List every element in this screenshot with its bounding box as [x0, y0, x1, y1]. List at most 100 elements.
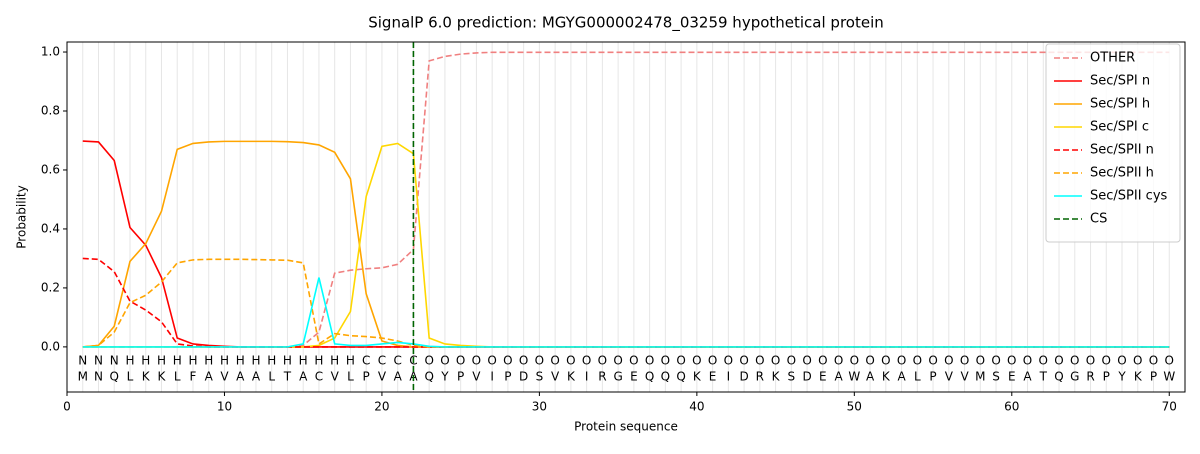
region-label: N	[110, 354, 119, 368]
region-label: O	[598, 354, 607, 368]
residue-label: K	[772, 370, 781, 384]
region-label: O	[1149, 354, 1158, 368]
region-label: O	[472, 354, 481, 368]
region-label: H	[314, 354, 323, 368]
residue-label: P	[363, 370, 370, 384]
x-axis-label: Protein sequence	[574, 420, 678, 434]
y-tick-label: 0.4	[41, 221, 60, 235]
series-line	[82, 140, 1170, 348]
x-tick-label: 0	[63, 400, 71, 414]
region-label: O	[724, 354, 733, 368]
region-label: O	[991, 354, 1000, 368]
series-line	[82, 140, 1170, 348]
x-tick-label: 40	[689, 400, 704, 414]
residue-label: K	[1134, 370, 1143, 384]
region-label: O	[440, 354, 449, 368]
region-label: O	[1086, 354, 1095, 368]
region-label: C	[393, 354, 401, 368]
region-label: O	[1133, 354, 1142, 368]
region-label: H	[330, 354, 339, 368]
residue-label: A	[1023, 370, 1032, 384]
region-label: O	[1165, 354, 1174, 368]
region-label: C	[378, 354, 386, 368]
residue-label: T	[283, 370, 292, 384]
residue-label: I	[585, 370, 589, 384]
residue-label: I	[727, 370, 731, 384]
region-label: O	[692, 354, 701, 368]
region-label: H	[141, 354, 150, 368]
residue-label: Q	[424, 370, 433, 384]
y-tick-label: 0.8	[41, 103, 60, 117]
region-label: O	[456, 354, 465, 368]
region-label: O	[661, 354, 670, 368]
residue-label: A	[205, 370, 214, 384]
region-label: O	[645, 354, 654, 368]
region-label: O	[582, 354, 591, 368]
region-label: N	[78, 354, 87, 368]
region-label: H	[251, 354, 260, 368]
region-label: O	[424, 354, 433, 368]
region-label: O	[881, 354, 890, 368]
residue-label: Y	[440, 370, 449, 384]
region-label: O	[566, 354, 575, 368]
region-label: H	[346, 354, 355, 368]
region-label: O	[771, 354, 780, 368]
residue-label: V	[945, 370, 954, 384]
region-label: O	[865, 354, 874, 368]
x-tick-label: 30	[532, 400, 547, 414]
residue-label: I	[490, 370, 494, 384]
region-label: O	[535, 354, 544, 368]
region-label: O	[629, 354, 638, 368]
residue-label: S	[536, 370, 544, 384]
region-label: O	[1070, 354, 1079, 368]
legend-label: Sec/SPI c	[1090, 120, 1149, 135]
residue-label: R	[756, 370, 764, 384]
region-label: O	[897, 354, 906, 368]
residue-label: M	[975, 370, 985, 384]
residue-label: G	[1070, 370, 1079, 384]
region-label: O	[519, 354, 528, 368]
chart-title: SignalP 6.0 prediction: MGYG000002478_03…	[368, 14, 884, 33]
residue-label: L	[174, 370, 181, 384]
residue-label: Q	[110, 370, 119, 384]
residue-label: N	[94, 370, 103, 384]
residue-label: R	[1086, 370, 1094, 384]
region-label: O	[676, 354, 685, 368]
region-label: H	[157, 354, 166, 368]
residue-label: P	[504, 370, 511, 384]
region-label: O	[976, 354, 985, 368]
residue-label: M	[78, 370, 88, 384]
residue-label: V	[220, 370, 229, 384]
legend-label: Sec/SPII h	[1090, 166, 1154, 181]
residue-label: L	[347, 370, 354, 384]
region-label: H	[125, 354, 134, 368]
x-tick-label: 70	[1162, 400, 1177, 414]
x-tick-label: 50	[847, 400, 862, 414]
legend-label: CS	[1090, 212, 1107, 227]
residue-label: Q	[676, 370, 685, 384]
residue-label: P	[457, 370, 464, 384]
series-line	[82, 258, 1170, 348]
residue-label: K	[567, 370, 576, 384]
residue-label: D	[739, 370, 748, 384]
legend-label: Sec/SPI h	[1090, 97, 1150, 112]
residue-label: C	[315, 370, 323, 384]
region-label: H	[220, 354, 229, 368]
region-label: O	[1054, 354, 1063, 368]
region-label: O	[1102, 354, 1111, 368]
residue-label: E	[1008, 370, 1016, 384]
residue-label: Q	[1054, 370, 1063, 384]
region-label: O	[1023, 354, 1032, 368]
y-tick-label: 1.0	[41, 45, 60, 59]
legend-label: OTHER	[1090, 51, 1135, 66]
region-label: N	[94, 354, 103, 368]
residue-label: E	[630, 370, 638, 384]
series-line	[82, 142, 1170, 348]
region-label: H	[236, 354, 245, 368]
residue-label: A	[897, 370, 906, 384]
x-tick-label: 10	[217, 400, 232, 414]
residue-label: T	[1039, 370, 1048, 384]
residue-label: Q	[645, 370, 654, 384]
residue-label: K	[142, 370, 151, 384]
